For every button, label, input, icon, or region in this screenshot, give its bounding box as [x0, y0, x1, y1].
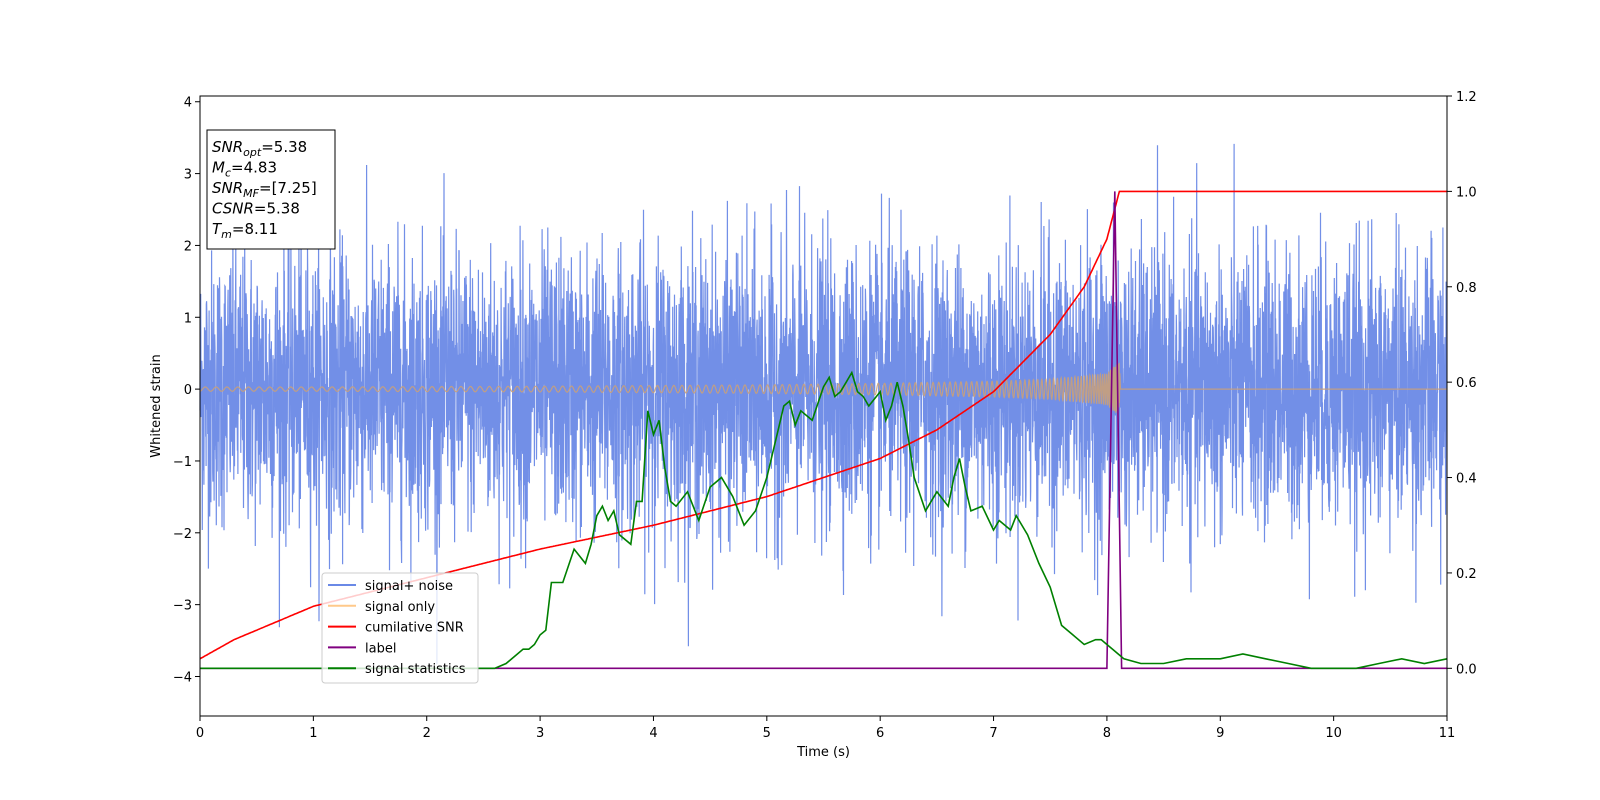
x-tick-label: 11: [1439, 726, 1456, 741]
legend-label: signal statistics: [365, 662, 466, 677]
info-line: Tm=8.11: [212, 220, 278, 241]
legend-label: label: [365, 641, 396, 656]
y-axis-right-ticks: 0.0 0.2 0.4 0.6 0.8 1.0 1.2: [1447, 90, 1477, 677]
legend-label: cumilative SNR: [365, 621, 464, 636]
y-axis-label: Whitened strain: [149, 354, 164, 457]
info-line: CSNR=5.38: [212, 200, 300, 218]
series-signal-noise-line: [199, 143, 1448, 665]
x-tick-label: 2: [423, 726, 431, 741]
y-right-tick-label: 0.6: [1456, 376, 1477, 391]
y-left-tick-label: 1: [184, 311, 192, 326]
y-left-tick-label: −2: [173, 527, 192, 542]
info-line: SNRMF=[7.25]: [212, 179, 317, 200]
legend-label: signal+ noise: [365, 579, 453, 594]
legend-frame: [321, 572, 479, 684]
info-line: Mc=4.83: [212, 159, 277, 180]
x-tick-label: 6: [876, 726, 884, 741]
y-left-tick-label: 2: [184, 239, 192, 254]
legend-label: signal only: [365, 600, 435, 615]
x-tick-label: 0: [196, 726, 204, 741]
x-axis-label: Time (s): [796, 745, 850, 760]
y-left-tick-label: 4: [184, 96, 192, 111]
y-axis-left-ticks: −4 −3 −2 −1 0 1 2 3 4: [173, 96, 200, 685]
y-right-tick-label: 0.8: [1456, 281, 1477, 296]
y-right-tick-label: 0.4: [1456, 472, 1477, 487]
x-tick-label: 9: [1216, 726, 1224, 741]
x-tick-label: 10: [1325, 726, 1342, 741]
y-left-tick-label: −1: [173, 455, 192, 470]
y-left-tick-label: 3: [184, 168, 192, 183]
series-label-line: [200, 191, 1447, 670]
y-right-tick-label: 1.0: [1456, 185, 1477, 200]
legend: signal+ noise signal only cumilative SNR la…: [321, 572, 479, 684]
x-tick-label: 7: [989, 726, 997, 741]
y-right-tick-label: 0.2: [1456, 567, 1477, 582]
x-tick-label: 1: [309, 726, 317, 741]
y-left-tick-label: −3: [173, 599, 192, 614]
y-left-tick-label: 0: [184, 383, 192, 398]
x-tick-label: 3: [536, 726, 544, 741]
y-right-tick-label: 0.0: [1456, 662, 1477, 677]
axes-frame: [199, 95, 1448, 717]
x-tick-label: 5: [763, 726, 771, 741]
x-tick-label: 4: [649, 726, 657, 741]
x-tick-label: 8: [1103, 726, 1111, 741]
series-signal-statistics-line: [200, 370, 1448, 670]
x-axis-ticks: 0 1 2 3 4 5 6 7 8 9 10 11: [196, 716, 1455, 741]
y-right-tick-label: 1.2: [1456, 90, 1477, 105]
y-left-tick-label: −4: [173, 670, 192, 685]
info-line: SNRopt=5.38: [212, 138, 307, 159]
info-box-frame: [206, 129, 336, 250]
